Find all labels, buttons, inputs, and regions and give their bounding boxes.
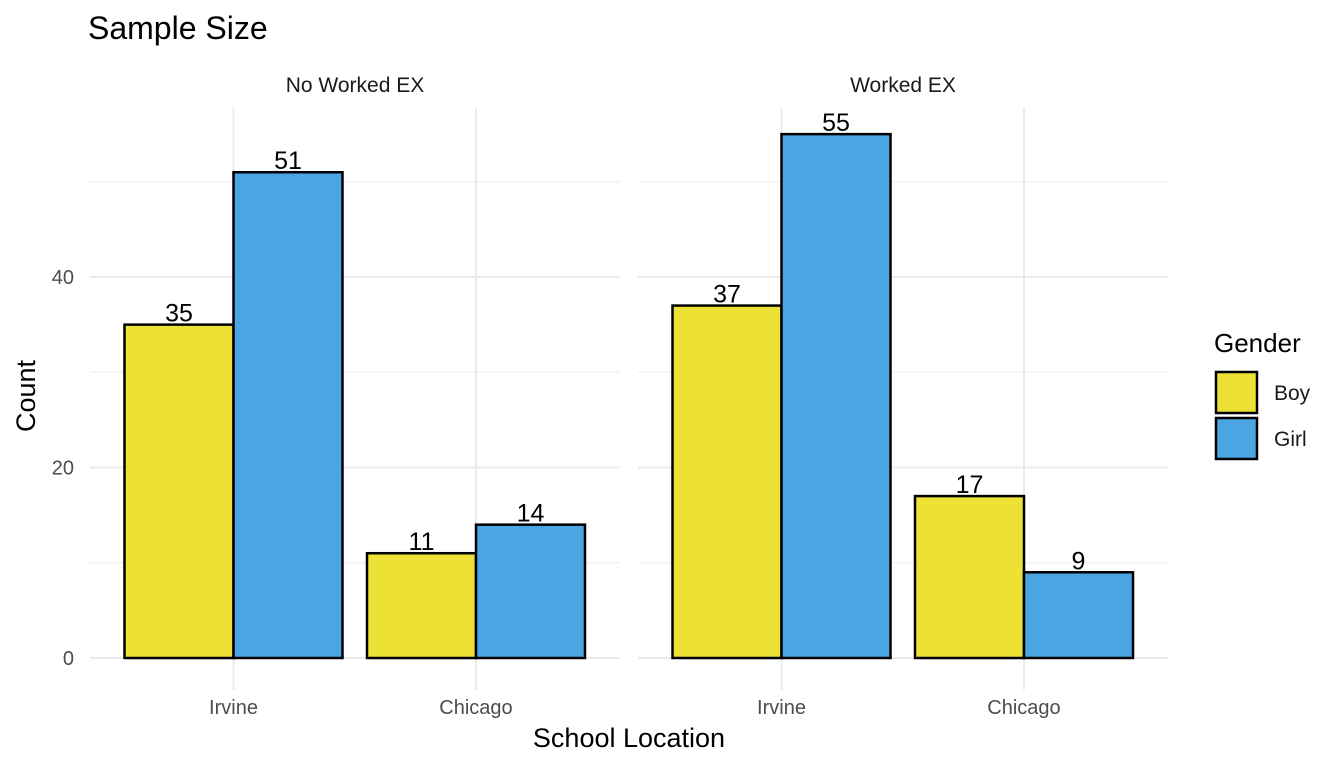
data-label: 51 [274,147,302,175]
data-label: 11 [409,528,435,556]
data-label: 17 [956,471,984,499]
y-tick-label: 0 [63,648,74,670]
bar-boy [913,494,1026,660]
facet-strip-label: Worked EX [850,74,956,97]
legend-label: Girl [1274,428,1307,451]
x-tick-label: Irvine [209,697,258,719]
data-label: 9 [1072,547,1086,575]
facet-panel: No Worked EX 35 51 Irvine 11 14 Chicago [123,74,587,719]
legend: Gender Boy Girl [1214,328,1311,461]
x-tick-label: Chicago [439,697,512,719]
data-label: 14 [517,500,545,528]
facet-panel: Worked EX 37 55 Irvine 17 9 Chicago [671,74,1135,719]
data-label: 55 [822,109,850,137]
legend-key-girl [1214,416,1259,461]
x-tick-label: Chicago [987,697,1060,719]
bar-boy [123,323,235,660]
data-label: 35 [165,300,193,328]
y-axis-title: Count [11,359,41,432]
bar-girl [474,523,587,660]
bar-girl [1022,571,1135,660]
bar-boy [365,551,478,660]
y-axis: 0 20 40 [52,267,74,670]
bar-girl [780,132,892,660]
facet-layer: No Worked EX3551Irvine1114ChicagoWorked … [123,74,1135,719]
x-axis-title: School Location [533,723,725,753]
x-tick-label: Irvine [757,697,806,719]
data-label: 37 [713,281,741,309]
bar-girl [232,170,344,660]
bar-boy [671,304,783,660]
chart-title: Sample Size [88,10,268,46]
y-tick-label: 20 [52,458,74,480]
legend-key-boy [1214,370,1259,415]
facet-strip-label: No Worked EX [286,74,425,97]
legend-label: Boy [1274,382,1311,405]
y-tick-label: 40 [52,267,74,289]
legend-title: Gender [1214,328,1301,358]
